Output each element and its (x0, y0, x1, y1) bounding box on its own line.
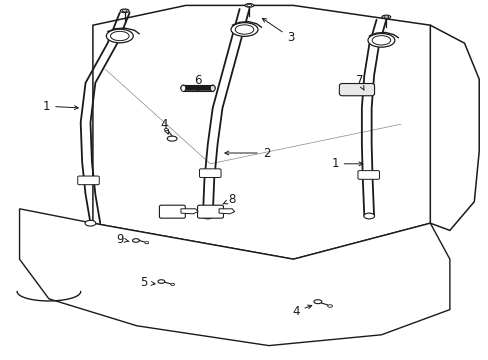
Ellipse shape (327, 305, 332, 307)
Ellipse shape (313, 300, 321, 303)
Ellipse shape (202, 213, 213, 219)
Text: 1: 1 (42, 100, 78, 113)
FancyBboxPatch shape (159, 205, 185, 218)
Polygon shape (219, 209, 234, 214)
Text: 6: 6 (194, 75, 202, 90)
Ellipse shape (120, 9, 129, 13)
FancyBboxPatch shape (357, 171, 379, 179)
Text: 2: 2 (224, 147, 270, 159)
Ellipse shape (246, 4, 251, 6)
Polygon shape (93, 5, 429, 259)
Ellipse shape (122, 10, 127, 12)
Ellipse shape (383, 16, 388, 18)
Ellipse shape (158, 280, 164, 283)
FancyBboxPatch shape (339, 84, 374, 96)
Ellipse shape (132, 239, 139, 242)
Ellipse shape (167, 136, 177, 141)
Ellipse shape (110, 31, 129, 41)
Text: 4: 4 (291, 305, 311, 318)
Ellipse shape (85, 220, 96, 226)
Ellipse shape (381, 15, 390, 19)
Ellipse shape (106, 29, 133, 43)
FancyBboxPatch shape (78, 176, 99, 185)
Ellipse shape (170, 283, 174, 285)
Ellipse shape (363, 213, 374, 219)
Ellipse shape (164, 129, 168, 131)
Ellipse shape (210, 85, 215, 91)
Text: 3: 3 (262, 18, 294, 44)
Ellipse shape (144, 242, 148, 244)
FancyBboxPatch shape (197, 205, 223, 218)
Text: 8: 8 (223, 193, 236, 206)
Text: 7: 7 (355, 75, 364, 90)
FancyBboxPatch shape (199, 169, 221, 177)
Polygon shape (181, 209, 198, 214)
Ellipse shape (367, 33, 394, 47)
Polygon shape (20, 209, 449, 346)
Text: 9: 9 (116, 233, 129, 246)
Ellipse shape (371, 36, 390, 45)
Text: 4: 4 (160, 118, 168, 134)
Ellipse shape (244, 4, 253, 7)
Text: 1: 1 (330, 157, 362, 170)
Ellipse shape (235, 25, 253, 34)
Ellipse shape (181, 85, 185, 91)
Ellipse shape (231, 23, 258, 36)
Text: 5: 5 (140, 276, 155, 289)
